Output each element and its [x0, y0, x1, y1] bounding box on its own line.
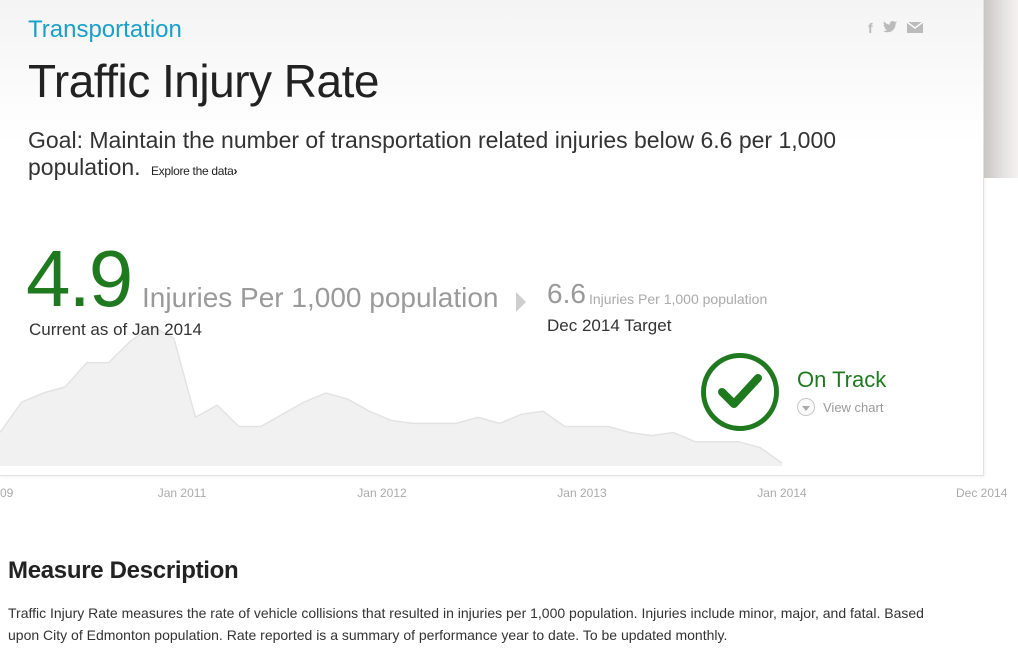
measure-card: Transportation Traffic Injury Rate f Goa… [0, 0, 984, 476]
view-chart-label: View chart [823, 399, 884, 415]
chevron-right-icon: › [233, 164, 238, 178]
x-tick-label: Jan 2013 [557, 486, 607, 500]
social-share-bar: f [868, 20, 924, 36]
page-title: Traffic Injury Rate [28, 55, 379, 107]
email-icon[interactable] [906, 20, 924, 36]
status-check-icon [701, 353, 779, 431]
status-label: On Track [797, 367, 887, 392]
target-value: 6.6 [547, 278, 586, 309]
current-value: 4.9 [26, 234, 133, 323]
x-tick-label: Jan 2011 [157, 486, 207, 500]
facebook-icon[interactable]: f [868, 20, 873, 36]
goal-statement: Goal: Maintain the number of transportat… [28, 127, 908, 185]
category-label: Transportation [28, 16, 182, 43]
section-body: Traffic Injury Rate measures the rate of… [8, 605, 924, 643]
arrow-right-icon [516, 292, 526, 312]
current-as-of: Current as of Jan 2014 [29, 320, 202, 339]
x-tick-label: Jan 2012 [357, 486, 407, 500]
x-tick-label: 09 [0, 486, 14, 500]
x-tick-label: Dec 2014 [956, 486, 1008, 500]
trend-area-chart [0, 325, 783, 466]
chart-line [0, 325, 783, 464]
explore-data-link[interactable]: Explore the data› [150, 164, 238, 178]
background-strip [984, 0, 1018, 178]
current-unit: Injuries Per 1,000 population [142, 282, 499, 313]
twitter-icon[interactable] [882, 20, 897, 36]
x-tick-label: Jan 2014 [757, 486, 807, 500]
section-title: Measure Description [8, 557, 239, 584]
explore-data-label: Explore the data [150, 164, 234, 178]
chart-area [0, 326, 782, 466]
chevron-down-icon [797, 398, 815, 416]
target-unit: Injuries Per 1,000 population [589, 291, 768, 307]
view-chart-button[interactable]: View chart [797, 398, 883, 416]
goal-text: Goal: Maintain the number of transportat… [28, 127, 837, 180]
target-label: Dec 2014 Target [547, 316, 672, 335]
